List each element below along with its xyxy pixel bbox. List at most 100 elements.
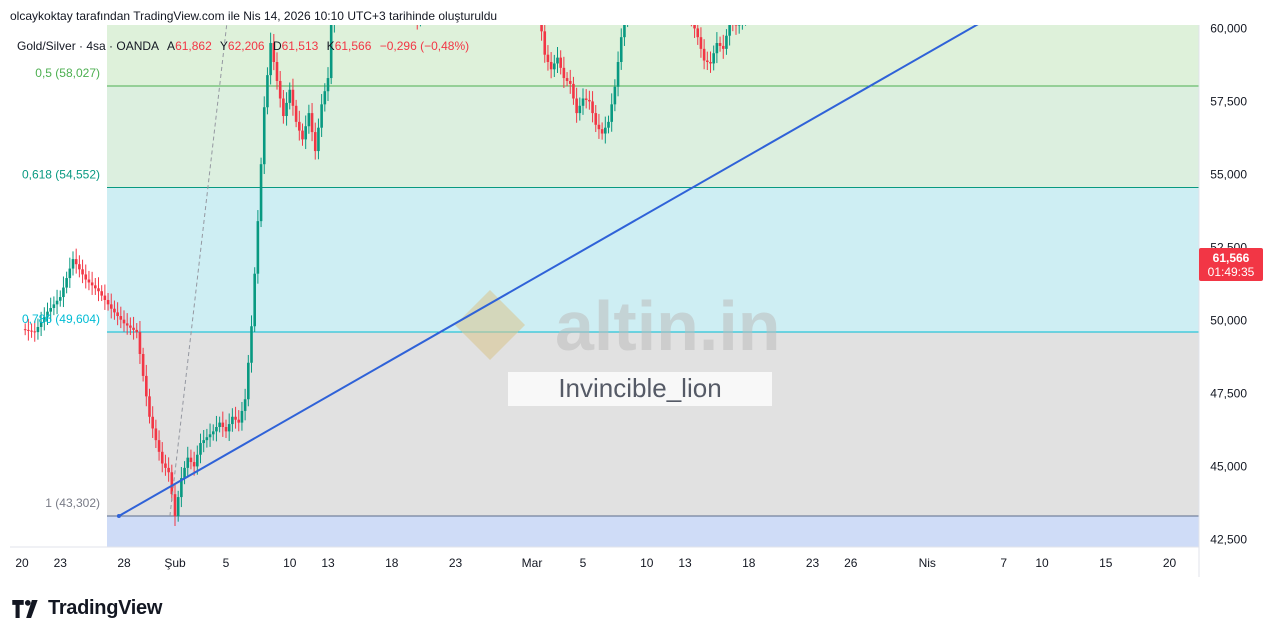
support-trendline[interactable] (118, 0, 1199, 517)
candle-body (416, 15, 419, 19)
candle-body (422, 8, 425, 14)
candle-body (113, 308, 116, 313)
x-tick-label: Nis (919, 556, 936, 570)
candle-body (741, 17, 744, 21)
candle-body (23, 329, 27, 331)
x-tick-label: 5 (580, 556, 587, 570)
candle-body (285, 102, 288, 117)
candle-body (148, 396, 151, 417)
candle-body (690, 7, 693, 20)
candle-body (699, 37, 703, 49)
candle-body (696, 28, 700, 38)
candle-body (543, 31, 547, 55)
candle-body (568, 80, 572, 84)
candle-body (687, 0, 690, 7)
candle-body (84, 274, 88, 280)
candle-body (129, 325, 132, 328)
x-tick-label: 18 (385, 556, 399, 570)
candle-body (578, 105, 582, 114)
fib-label-0.5: 0,5 (58,027) (35, 66, 100, 80)
legend-close-label: K (327, 39, 335, 53)
candle-body (247, 362, 250, 400)
candle-body (145, 375, 148, 397)
candle-body (154, 428, 158, 441)
candle-body (256, 221, 260, 274)
fib-zone-0.618 (107, 187, 1199, 332)
x-tick-label: 23 (449, 556, 463, 570)
candle-body (712, 53, 715, 64)
candle-body (157, 440, 161, 452)
candle-body (610, 104, 613, 122)
candle-body (269, 43, 272, 76)
candle-body (426, 5, 429, 8)
candle-body (298, 121, 301, 131)
candle-body (562, 67, 566, 79)
candle-body (721, 45, 725, 49)
candle-body (406, 0, 409, 5)
candle-body (55, 300, 59, 305)
candle-body (65, 278, 68, 288)
candle-body (715, 43, 719, 54)
x-tick-label: 20 (15, 556, 29, 570)
candle-body (119, 316, 123, 320)
candle-body (46, 311, 49, 317)
candle-body (588, 99, 591, 102)
legend-open: 61,862 (175, 39, 212, 53)
fib-label-0.786: 0,786 (49,604) (22, 312, 100, 326)
candle-body (262, 107, 266, 165)
candle-body (597, 124, 601, 130)
candle-body (413, 11, 416, 15)
candle-body (132, 327, 135, 330)
candle-body (693, 25, 696, 29)
svg-text:Gold/Silver · 4sa · OANDA: Gold/Silver · 4sa · OANDA A61,862 Y62,20… (17, 39, 469, 53)
candle-body (33, 331, 37, 333)
candle-body (240, 410, 244, 423)
candle-body (553, 63, 556, 70)
candle-body (58, 297, 62, 301)
watermark-user: Invincible_lion (558, 373, 721, 403)
candle-body (227, 424, 231, 432)
candle-body (619, 37, 623, 62)
y-tick-label: 45,000 (1210, 459, 1247, 473)
candle-body (259, 164, 263, 222)
tradingview-logo[interactable]: TradingView (12, 597, 162, 620)
candle-body (81, 269, 84, 275)
candle-body (419, 14, 422, 20)
candle-body (565, 78, 569, 81)
x-tick-label: 15 (1099, 556, 1113, 570)
x-tick-label: Şub (164, 556, 186, 570)
candle-body (243, 399, 247, 411)
tradingview-logo-icon (12, 599, 38, 618)
candle-body (546, 54, 550, 62)
candle-body (410, 5, 413, 11)
fib-label-0.618: 0,618 (54,552) (22, 168, 100, 182)
candle-body (737, 25, 741, 26)
candle-body (68, 268, 72, 279)
last-price-value: 61,566 (1213, 251, 1250, 265)
candle-body (559, 57, 562, 68)
candle-body (138, 332, 142, 354)
candle-body (62, 287, 65, 298)
candle-body (202, 440, 205, 444)
candle-body (122, 319, 126, 324)
candle-body (747, 0, 750, 4)
legend-high: 62,206 (228, 39, 265, 53)
candle-body (125, 323, 129, 326)
support-trendline-anchor[interactable] (116, 514, 121, 518)
candle-body (224, 426, 228, 432)
candle-body (221, 422, 225, 427)
candle-body (575, 98, 578, 114)
candle-body (164, 463, 167, 468)
watermark-brand: altin.in (555, 287, 781, 365)
candle-body (109, 304, 113, 309)
candle-body (725, 35, 728, 49)
candle-body (626, 0, 629, 18)
snapshot-credit: olcaykoktay tarafından TradingView.com i… (10, 9, 498, 23)
candle-body (329, 25, 333, 79)
candle-body (52, 304, 56, 309)
candle-body (39, 321, 43, 327)
candle-body (272, 43, 276, 62)
legend-change: −0,296 (−0,48%) (380, 39, 469, 53)
candle-body (192, 462, 196, 467)
